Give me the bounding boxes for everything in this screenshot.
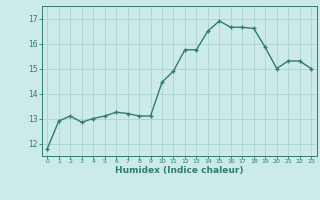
X-axis label: Humidex (Indice chaleur): Humidex (Indice chaleur) <box>115 166 244 175</box>
